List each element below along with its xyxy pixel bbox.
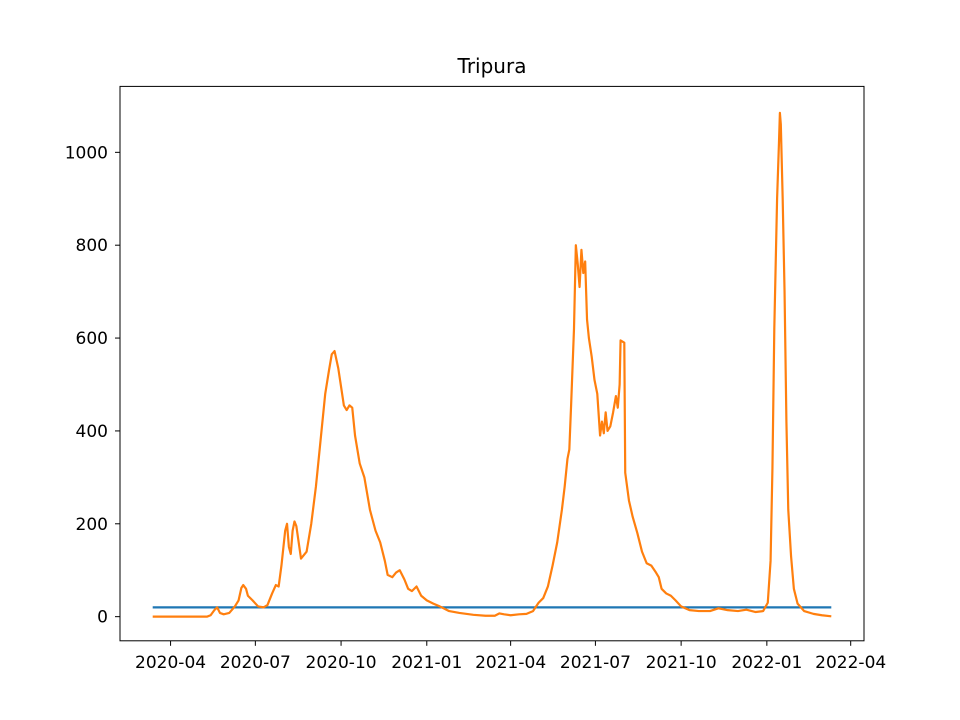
y-tick-label: 1000	[65, 143, 108, 163]
y-tick-label: 600	[76, 329, 108, 349]
x-tick-label: 2021-07	[560, 653, 631, 673]
x-tick-label: 2021-04	[475, 653, 546, 673]
x-tick-label: 2020-04	[135, 653, 206, 673]
y-tick-label: 0	[97, 608, 108, 628]
y-tick-label: 200	[76, 515, 108, 535]
x-tick-label: 2021-10	[646, 653, 717, 673]
x-tick-label: 2021-01	[391, 653, 462, 673]
y-tick-label: 400	[76, 422, 108, 442]
chart-title: Tripura	[457, 54, 527, 78]
x-tick-label: 2020-10	[306, 653, 377, 673]
x-tick-label: 2022-01	[731, 653, 802, 673]
x-tick-label: 2020-07	[220, 653, 291, 673]
x-tick-label: 2022-04	[815, 653, 886, 673]
y-tick-label: 800	[76, 236, 108, 256]
